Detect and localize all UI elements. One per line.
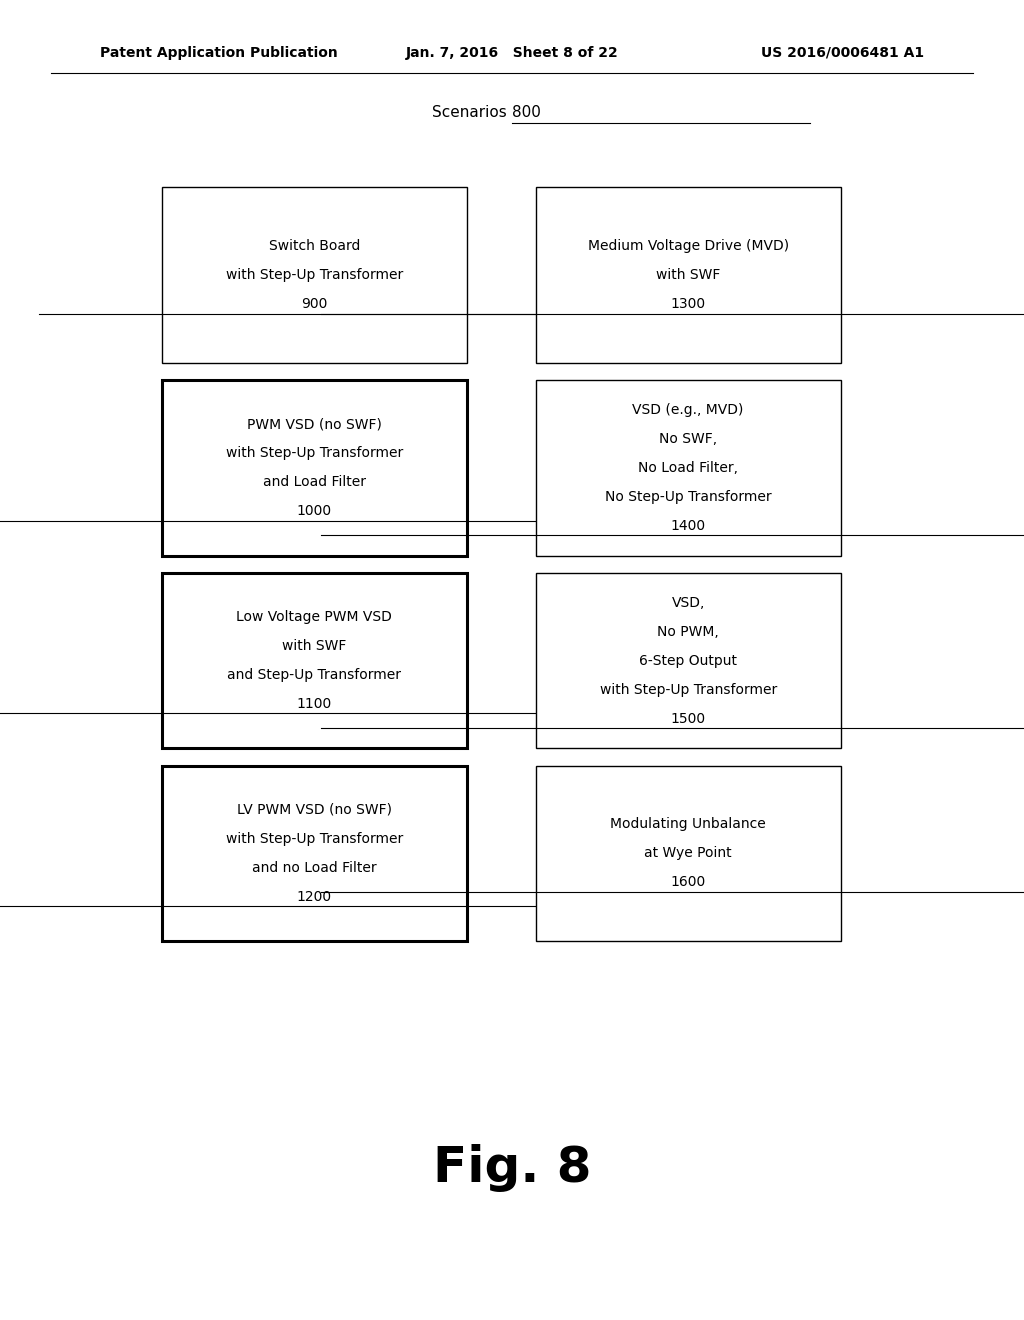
- Text: Low Voltage PWM VSD: Low Voltage PWM VSD: [237, 610, 392, 624]
- Text: 1300: 1300: [671, 297, 706, 312]
- Text: Modulating Unbalance: Modulating Unbalance: [610, 817, 766, 832]
- Text: 800: 800: [512, 104, 541, 120]
- Text: and Step-Up Transformer: and Step-Up Transformer: [227, 668, 401, 682]
- Text: No SWF,: No SWF,: [659, 432, 717, 446]
- Text: 1400: 1400: [671, 519, 706, 533]
- Text: 1100: 1100: [297, 697, 332, 711]
- Text: Fig. 8: Fig. 8: [433, 1144, 591, 1192]
- Text: 1500: 1500: [671, 711, 706, 726]
- Text: 1200: 1200: [297, 890, 332, 904]
- Text: No Step-Up Transformer: No Step-Up Transformer: [605, 490, 771, 504]
- Text: US 2016/0006481 A1: US 2016/0006481 A1: [761, 46, 924, 59]
- Text: 1000: 1000: [297, 504, 332, 519]
- Text: 1600: 1600: [671, 875, 706, 890]
- Text: with Step-Up Transformer: with Step-Up Transformer: [225, 446, 403, 461]
- Text: No Load Filter,: No Load Filter,: [638, 461, 738, 475]
- Text: PWM VSD (no SWF): PWM VSD (no SWF): [247, 417, 382, 432]
- Text: and no Load Filter: and no Load Filter: [252, 861, 377, 875]
- Text: No PWM,: No PWM,: [657, 624, 719, 639]
- Text: at Wye Point: at Wye Point: [644, 846, 732, 861]
- Text: with SWF: with SWF: [656, 268, 720, 282]
- Text: Switch Board: Switch Board: [268, 239, 360, 253]
- Text: Patent Application Publication: Patent Application Publication: [100, 46, 338, 59]
- Text: with Step-Up Transformer: with Step-Up Transformer: [225, 832, 403, 846]
- Text: VSD (e.g., MVD): VSD (e.g., MVD): [633, 403, 743, 417]
- Text: with Step-Up Transformer: with Step-Up Transformer: [599, 682, 777, 697]
- Text: Jan. 7, 2016   Sheet 8 of 22: Jan. 7, 2016 Sheet 8 of 22: [406, 46, 618, 59]
- Text: 900: 900: [301, 297, 328, 312]
- Text: Medium Voltage Drive (MVD): Medium Voltage Drive (MVD): [588, 239, 788, 253]
- Text: VSD,: VSD,: [672, 595, 705, 610]
- Text: LV PWM VSD (no SWF): LV PWM VSD (no SWF): [237, 803, 392, 817]
- Text: with Step-Up Transformer: with Step-Up Transformer: [225, 268, 403, 282]
- Text: 6-Step Output: 6-Step Output: [639, 653, 737, 668]
- Text: with SWF: with SWF: [283, 639, 346, 653]
- Text: and Load Filter: and Load Filter: [263, 475, 366, 490]
- Text: Scenarios: Scenarios: [432, 104, 512, 120]
